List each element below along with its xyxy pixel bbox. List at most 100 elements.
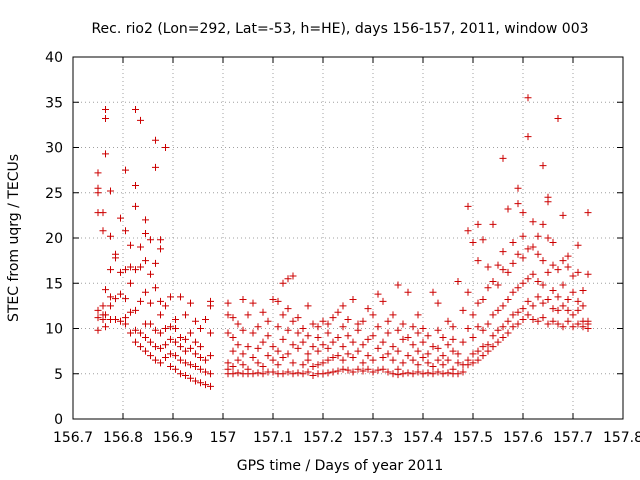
data-point-marker	[157, 344, 164, 352]
data-point-marker	[384, 350, 392, 358]
data-point-marker	[94, 314, 102, 322]
data-point-marker	[354, 365, 362, 373]
data-point-marker	[254, 359, 262, 367]
data-point-marker	[177, 370, 184, 378]
data-point-marker	[137, 343, 144, 351]
data-point-marker	[564, 263, 572, 271]
data-point-marker	[539, 281, 547, 289]
data-point-marker	[529, 302, 537, 310]
data-point-marker	[147, 320, 154, 328]
data-point-marker	[514, 250, 522, 258]
data-point-marker	[564, 252, 572, 260]
data-point-marker	[187, 374, 194, 382]
data-point-marker	[172, 315, 179, 323]
data-point-marker	[239, 350, 247, 358]
data-point-marker	[294, 369, 302, 377]
data-point-marker	[359, 317, 367, 325]
data-point-marker	[464, 227, 472, 235]
data-point-marker	[549, 261, 557, 269]
data-point-marker	[94, 169, 102, 177]
data-point-marker	[334, 352, 342, 360]
y-tick-label: 20	[45, 231, 63, 247]
data-point-marker	[127, 308, 134, 316]
data-point-marker	[509, 311, 517, 319]
data-point-marker	[344, 350, 352, 358]
data-point-marker	[264, 317, 272, 325]
data-point-marker	[269, 356, 277, 364]
data-point-marker	[424, 350, 432, 358]
data-point-marker	[197, 353, 204, 361]
data-point-marker	[319, 359, 327, 367]
data-point-marker	[559, 257, 567, 265]
data-point-marker	[229, 334, 237, 342]
y-tick-label: 0	[54, 412, 63, 428]
data-point-marker	[142, 288, 149, 296]
data-point-marker	[132, 202, 139, 210]
data-point-marker	[419, 353, 427, 361]
data-point-marker	[274, 323, 282, 331]
data-point-marker	[157, 359, 164, 367]
data-point-marker	[137, 116, 144, 124]
y-tick-label: 35	[45, 95, 63, 111]
data-point-marker	[99, 227, 107, 235]
data-point-marker	[489, 332, 497, 340]
data-point-marker	[524, 133, 532, 141]
data-point-marker	[504, 329, 512, 337]
data-point-marker	[509, 259, 517, 267]
data-point-marker	[234, 369, 242, 377]
data-point-marker	[434, 326, 442, 334]
x-tick-label: 157.7	[553, 430, 593, 446]
data-point-marker	[379, 338, 387, 346]
data-point-marker	[177, 293, 184, 301]
data-point-marker	[187, 299, 194, 307]
data-point-marker	[299, 370, 307, 378]
data-point-marker	[142, 257, 149, 265]
data-point-marker	[279, 279, 287, 287]
data-point-marker	[334, 367, 342, 375]
x-tick-label: 157.6	[503, 430, 543, 446]
data-point-marker	[132, 326, 139, 334]
data-point-marker	[269, 343, 277, 351]
data-point-marker	[94, 306, 102, 314]
data-point-marker	[294, 329, 302, 337]
data-point-marker	[559, 211, 567, 219]
data-point-marker	[329, 353, 337, 361]
data-point-marker	[202, 381, 209, 389]
x-tick-label: 157.4	[403, 430, 443, 446]
data-point-marker	[539, 299, 547, 307]
data-point-marker	[404, 288, 412, 296]
data-point-marker	[384, 368, 392, 376]
data-point-marker	[182, 311, 189, 319]
data-point-marker	[314, 347, 322, 355]
data-point-marker	[309, 320, 317, 328]
data-point-marker	[244, 311, 252, 319]
data-point-marker	[519, 305, 527, 313]
data-point-marker	[132, 105, 139, 113]
data-point-marker	[539, 257, 547, 265]
data-point-marker	[519, 279, 527, 287]
y-tick-label: 15	[45, 276, 63, 292]
y-tick-label: 25	[45, 186, 63, 202]
data-point-marker	[354, 347, 362, 355]
data-point-marker	[519, 315, 527, 323]
data-point-marker	[244, 365, 252, 373]
data-point-marker	[434, 344, 442, 352]
data-point-marker	[187, 344, 194, 352]
data-point-marker	[524, 94, 532, 102]
data-point-marker	[182, 335, 189, 343]
data-point-marker	[449, 335, 457, 343]
data-point-marker	[254, 369, 262, 377]
data-point-marker	[249, 370, 257, 378]
data-point-marker	[344, 315, 352, 323]
data-point-marker	[122, 266, 129, 274]
data-point-marker	[494, 281, 502, 289]
data-point-marker	[369, 368, 377, 376]
data-point-marker	[499, 334, 507, 342]
data-point-marker	[147, 299, 154, 307]
data-point-marker	[152, 163, 159, 171]
data-point-marker	[524, 311, 532, 319]
data-point-marker	[284, 368, 292, 376]
data-point-marker	[152, 326, 159, 334]
data-point-marker	[117, 317, 124, 325]
data-point-marker	[147, 352, 154, 360]
